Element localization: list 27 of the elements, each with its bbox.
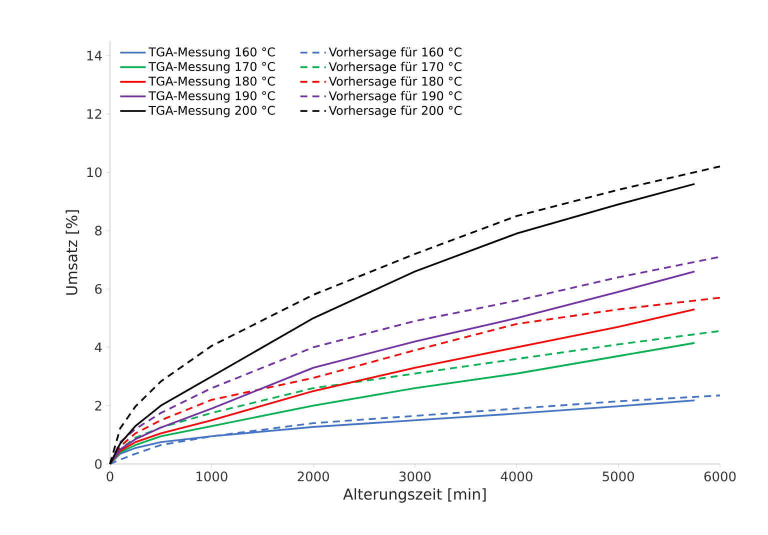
x-axis-title: Alterungszeit [min] bbox=[343, 488, 486, 503]
x-tick-label: 0 bbox=[106, 472, 114, 482]
y-tick-label: 8 bbox=[95, 226, 102, 236]
x-tick-label: 5000 bbox=[602, 472, 634, 482]
y-tick-label: 12 bbox=[87, 109, 102, 119]
y-tick-label: 14 bbox=[87, 50, 102, 60]
legend-label: TGA-Messung 160 °C bbox=[148, 47, 275, 59]
y-tick-label: 4 bbox=[94, 342, 102, 352]
x-tick-label: 1000 bbox=[196, 472, 228, 482]
x-tick-label: 2000 bbox=[298, 472, 330, 482]
legend-label: Vorhersage für 170 °C bbox=[328, 62, 462, 74]
x-tick-label: 6000 bbox=[704, 472, 736, 482]
y-tick-label: 6 bbox=[95, 284, 102, 294]
y-axis-title: Umsatz [%] bbox=[66, 210, 80, 295]
legend-label: Vorhersage für 160 °C bbox=[328, 47, 462, 59]
legend-label: Vorhersage für 180 °C bbox=[328, 76, 462, 88]
legend-label: Vorhersage für 200 °C bbox=[328, 106, 462, 118]
legend-label: TGA-Messung 190 °C bbox=[148, 91, 275, 103]
y-tick-label: 2 bbox=[95, 400, 102, 410]
y-tick-label: 0 bbox=[95, 459, 102, 469]
x-tick-label: 4000 bbox=[500, 472, 532, 482]
legend-label: TGA-Messung 180 °C bbox=[148, 76, 275, 88]
legend-label: Vorhersage für 190 °C bbox=[328, 91, 462, 103]
legend-label: TGA-Messung 170 °C bbox=[148, 62, 275, 74]
legend-label: TGA-Messung 200 °C bbox=[148, 106, 275, 118]
y-tick-label: 10 bbox=[87, 167, 102, 178]
x-tick-label: 3000 bbox=[399, 472, 431, 482]
